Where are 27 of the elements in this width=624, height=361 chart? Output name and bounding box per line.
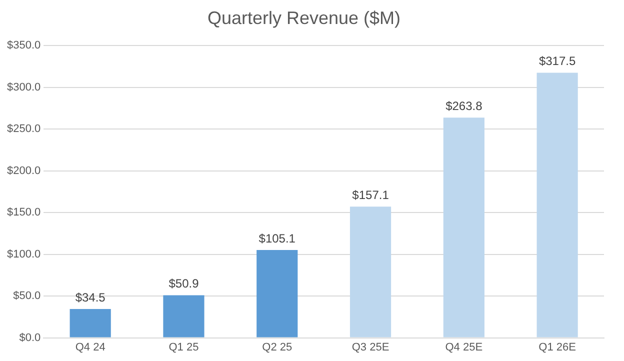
x-tick-label: Q4 25E [445, 341, 483, 354]
x-tick-label: Q3 25E [352, 341, 390, 354]
data-label: $105.1 [258, 231, 296, 246]
y-tick-label: $0.0 [19, 332, 41, 344]
bar [70, 309, 111, 338]
data-label: $50.9 [168, 276, 200, 291]
x-tick-label: Q2 25 [262, 341, 292, 354]
y-tick-label: $300.0 [6, 81, 41, 94]
bar [536, 72, 578, 338]
x-tick-label: Q1 26E [538, 341, 576, 354]
bar [163, 295, 204, 338]
y-tick-label: $150.0 [6, 206, 41, 219]
y-tick-label: $100.0 [6, 248, 41, 260]
bar [443, 118, 484, 338]
bar [256, 250, 298, 338]
data-label: $34.5 [75, 290, 106, 304]
data-label: $263.8 [446, 98, 483, 113]
x-tick-label: Q4 24 [75, 341, 106, 354]
data-label: $317.5 [538, 54, 576, 68]
bar [350, 206, 392, 338]
x-tick-label: Q1 25 [168, 341, 199, 354]
y-tick-label: $200.0 [6, 164, 41, 177]
y-tick-label: $50.0 [13, 290, 41, 302]
y-tick-label: $350.0 [6, 40, 41, 52]
data-label: $157.1 [352, 188, 390, 202]
chart-title: Quarterly Revenue ($M) [207, 8, 401, 28]
y-tick-label: $250.0 [6, 123, 41, 136]
